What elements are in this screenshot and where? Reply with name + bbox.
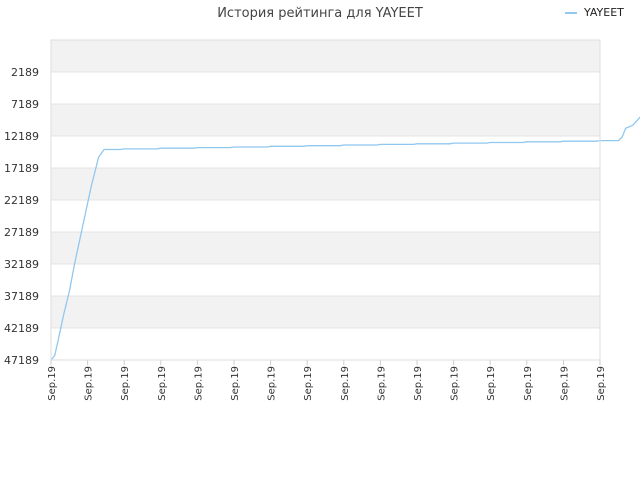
x-tick-label: Sep.19 bbox=[523, 366, 534, 401]
x-tick-label: Sep.19 bbox=[267, 366, 278, 401]
plot-frame bbox=[50, 39, 601, 361]
legend-label: YAYEET bbox=[584, 6, 624, 19]
y-tick-label: 2189 bbox=[11, 66, 39, 79]
x-tick-label: Sep.19 bbox=[450, 366, 461, 401]
legend-swatch bbox=[565, 11, 577, 14]
plot-band bbox=[51, 104, 600, 136]
x-tick-label: Sep.19 bbox=[84, 366, 95, 401]
x-tick-label: Sep.19 bbox=[413, 366, 424, 401]
plot-band bbox=[51, 168, 600, 200]
plot-band bbox=[51, 264, 600, 296]
y-tick-label: 42189 bbox=[4, 322, 39, 335]
plot-band bbox=[51, 72, 600, 104]
y-tick-label: 12189 bbox=[4, 130, 39, 143]
y-tick-label: 32189 bbox=[4, 258, 39, 271]
y-tick-label: 47189 bbox=[4, 354, 39, 367]
plot-band bbox=[51, 136, 600, 168]
x-tick-label: Sep.19 bbox=[303, 366, 314, 401]
series-line-yayeet bbox=[50, 116, 640, 361]
plot-band bbox=[51, 328, 600, 360]
x-tick-label: Sep.19 bbox=[559, 366, 570, 401]
y-tick-label: 22189 bbox=[4, 194, 39, 207]
x-tick-label: Sep.19 bbox=[376, 366, 387, 401]
plot-band bbox=[51, 296, 600, 328]
x-tick-label: Sep.19 bbox=[340, 366, 351, 401]
chart-title: История рейтинга для YAYEET bbox=[217, 6, 423, 21]
legend[interactable]: YAYEET bbox=[565, 6, 624, 19]
x-tick-label: Sep.19 bbox=[120, 366, 131, 401]
x-tick-label: Sep.19 bbox=[596, 366, 607, 401]
x-tick-label: Sep.19 bbox=[193, 366, 204, 401]
y-tick-label: 17189 bbox=[4, 162, 39, 175]
plot-band bbox=[51, 200, 600, 232]
plot-band bbox=[51, 232, 600, 264]
y-tick-label: 7189 bbox=[11, 98, 39, 111]
x-tick-label: Sep.19 bbox=[486, 366, 497, 401]
y-tick-label: 37189 bbox=[4, 290, 39, 303]
x-tick-label: Sep.19 bbox=[47, 366, 58, 401]
x-tick-label: Sep.19 bbox=[157, 366, 168, 401]
x-tick-label: Sep.19 bbox=[230, 366, 241, 401]
plot-band bbox=[51, 40, 600, 72]
y-tick-label: 27189 bbox=[4, 226, 39, 239]
